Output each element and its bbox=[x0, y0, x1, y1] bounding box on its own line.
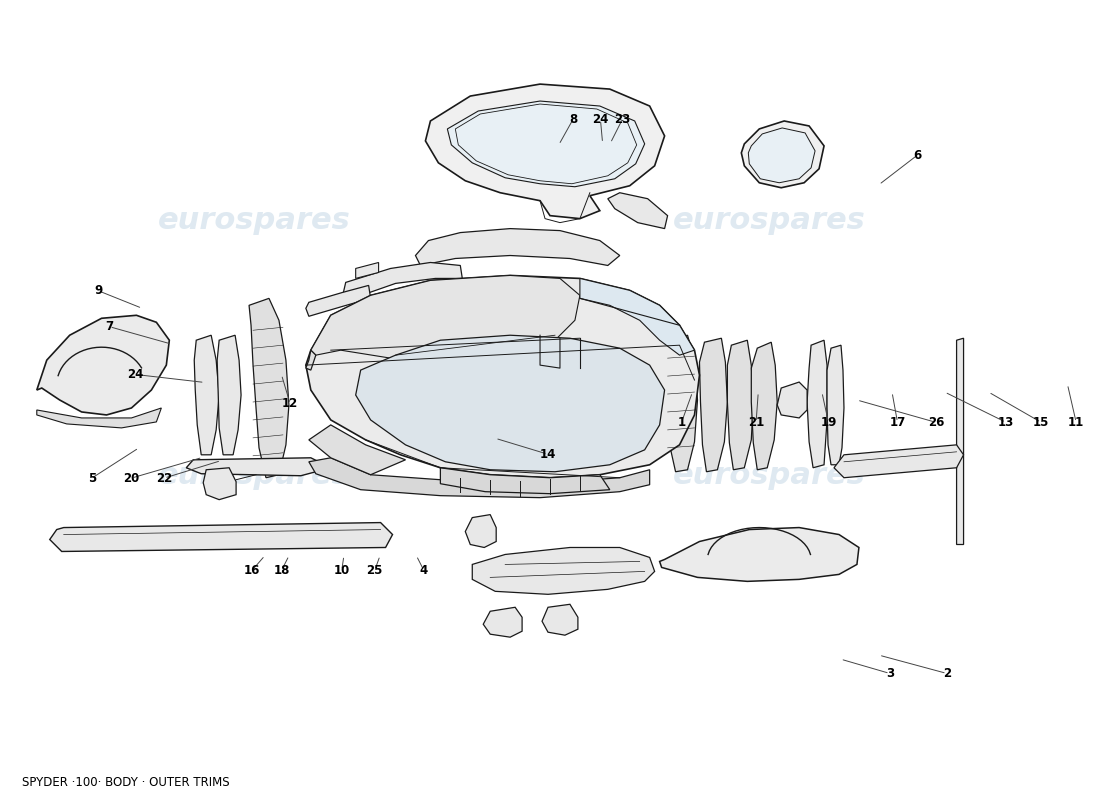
Polygon shape bbox=[249, 298, 289, 478]
Polygon shape bbox=[580, 278, 694, 355]
Text: 2: 2 bbox=[943, 667, 950, 680]
Polygon shape bbox=[306, 350, 316, 370]
Polygon shape bbox=[778, 382, 807, 418]
Polygon shape bbox=[36, 408, 162, 428]
Text: 7: 7 bbox=[106, 320, 113, 333]
Polygon shape bbox=[748, 128, 815, 182]
Text: 16: 16 bbox=[244, 564, 260, 577]
Text: 10: 10 bbox=[333, 564, 350, 577]
Polygon shape bbox=[727, 340, 754, 470]
Polygon shape bbox=[472, 547, 654, 594]
Text: 8: 8 bbox=[569, 113, 578, 126]
Polygon shape bbox=[700, 338, 727, 472]
Polygon shape bbox=[195, 335, 219, 455]
Polygon shape bbox=[608, 193, 668, 229]
Polygon shape bbox=[309, 425, 406, 474]
Polygon shape bbox=[309, 458, 650, 498]
Text: eurospares: eurospares bbox=[157, 462, 351, 490]
Text: 17: 17 bbox=[890, 416, 905, 429]
Polygon shape bbox=[416, 229, 619, 266]
Polygon shape bbox=[957, 338, 964, 545]
Text: 25: 25 bbox=[366, 564, 383, 577]
Polygon shape bbox=[751, 342, 778, 470]
Polygon shape bbox=[542, 604, 578, 635]
Polygon shape bbox=[343, 262, 462, 298]
Text: eurospares: eurospares bbox=[673, 206, 866, 235]
Text: 23: 23 bbox=[614, 113, 630, 126]
Polygon shape bbox=[483, 607, 522, 637]
Text: 13: 13 bbox=[998, 416, 1014, 429]
Polygon shape bbox=[664, 335, 697, 472]
Text: 4: 4 bbox=[420, 564, 428, 577]
Polygon shape bbox=[311, 275, 580, 360]
Text: 6: 6 bbox=[913, 149, 922, 162]
Polygon shape bbox=[50, 522, 393, 551]
Polygon shape bbox=[355, 262, 378, 278]
Text: 24: 24 bbox=[128, 368, 144, 381]
Polygon shape bbox=[440, 468, 609, 494]
Text: 3: 3 bbox=[886, 667, 894, 680]
Text: 1: 1 bbox=[678, 416, 685, 429]
Polygon shape bbox=[306, 286, 371, 316]
Text: 26: 26 bbox=[927, 416, 944, 429]
Polygon shape bbox=[834, 445, 964, 478]
Text: 9: 9 bbox=[95, 284, 102, 298]
Text: 22: 22 bbox=[156, 472, 173, 485]
Text: 24: 24 bbox=[592, 113, 608, 126]
Text: SPYDER ·100· BODY · OUTER TRIMS: SPYDER ·100· BODY · OUTER TRIMS bbox=[22, 776, 229, 790]
Polygon shape bbox=[36, 315, 169, 415]
Text: 18: 18 bbox=[273, 564, 289, 577]
Polygon shape bbox=[186, 458, 331, 476]
Text: 19: 19 bbox=[821, 416, 837, 429]
Polygon shape bbox=[204, 468, 236, 500]
Text: 21: 21 bbox=[748, 416, 764, 429]
Polygon shape bbox=[807, 340, 827, 468]
Text: eurospares: eurospares bbox=[157, 206, 351, 235]
Text: 14: 14 bbox=[540, 448, 556, 461]
Text: 11: 11 bbox=[1068, 416, 1085, 429]
Polygon shape bbox=[355, 335, 664, 472]
Polygon shape bbox=[465, 514, 496, 547]
Text: eurospares: eurospares bbox=[673, 462, 866, 490]
Text: 20: 20 bbox=[123, 472, 140, 485]
Polygon shape bbox=[306, 275, 700, 478]
Polygon shape bbox=[827, 345, 844, 465]
Polygon shape bbox=[217, 335, 241, 455]
Text: 5: 5 bbox=[88, 472, 96, 485]
Polygon shape bbox=[448, 101, 645, 186]
Text: 15: 15 bbox=[1033, 416, 1049, 429]
Polygon shape bbox=[660, 527, 859, 582]
Text: 12: 12 bbox=[282, 398, 298, 410]
Polygon shape bbox=[426, 84, 664, 218]
Polygon shape bbox=[741, 121, 824, 188]
